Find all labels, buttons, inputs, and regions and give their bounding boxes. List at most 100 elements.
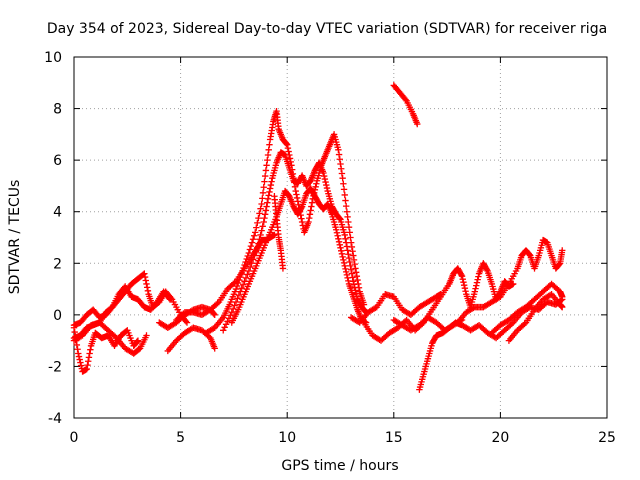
series-sat-l — [347, 291, 444, 326]
data-point — [526, 251, 533, 258]
data-point — [338, 250, 346, 258]
data-point — [337, 160, 344, 168]
data-point — [75, 353, 83, 360]
data-point — [244, 252, 251, 260]
data-point — [462, 288, 469, 295]
data-point — [248, 239, 256, 246]
data-point — [333, 229, 341, 236]
series-sat-r — [505, 291, 566, 344]
data-point — [144, 287, 152, 294]
data-point — [320, 172, 328, 180]
data-point — [414, 120, 421, 128]
data-point — [250, 232, 258, 239]
data-point — [340, 186, 348, 193]
data-point — [475, 273, 482, 280]
data-point — [353, 272, 361, 280]
data-point — [261, 214, 268, 222]
data-point — [263, 162, 270, 169]
data-point — [254, 244, 261, 252]
data-point — [320, 169, 327, 177]
data-point — [239, 267, 246, 275]
series-sat-a — [70, 324, 142, 375]
data-point — [240, 264, 247, 272]
data-point — [108, 305, 115, 312]
data-point — [143, 284, 151, 291]
data-point — [345, 277, 352, 285]
data-point — [341, 191, 348, 199]
data-point — [279, 265, 287, 272]
data-point — [350, 252, 357, 259]
data-point — [342, 268, 350, 276]
data-point — [264, 156, 271, 164]
data-point — [348, 270, 356, 277]
data-point — [266, 188, 273, 196]
data-point — [259, 223, 266, 230]
y-tick-labels: -4 -2 0 2 4 6 8 10 — [44, 50, 62, 427]
data-point — [342, 265, 349, 273]
data-point — [242, 274, 250, 282]
data-point — [242, 258, 249, 266]
data-point — [75, 350, 82, 357]
data-point — [338, 247, 345, 255]
data-point — [134, 338, 141, 345]
data-point — [182, 318, 190, 325]
data-point — [313, 180, 320, 187]
data-point — [241, 261, 248, 269]
data-point — [233, 282, 241, 290]
data-point — [343, 243, 351, 250]
data-point — [306, 211, 314, 218]
data-point — [347, 234, 354, 241]
x-tick-label: 20 — [491, 430, 509, 446]
series-sat-e — [156, 231, 278, 331]
series-sat-f — [173, 306, 218, 324]
data-point — [257, 205, 264, 212]
y-tick-label: -2 — [48, 359, 62, 375]
data-point — [71, 328, 78, 336]
data-point — [346, 229, 353, 236]
data-point — [339, 174, 346, 182]
y-axis-label: SDTVAR / TECUs — [7, 180, 23, 295]
data-point — [221, 324, 228, 331]
data-point — [243, 255, 250, 263]
data-point — [222, 321, 230, 328]
series-sat-s — [390, 314, 466, 334]
data-point — [345, 251, 352, 258]
data-point — [559, 293, 566, 301]
x-tick-label: 5 — [176, 430, 185, 446]
data-point — [229, 305, 237, 313]
data-point — [266, 185, 274, 192]
data-point — [214, 300, 221, 307]
data-point — [87, 346, 94, 353]
data-point — [293, 194, 301, 202]
data-point — [249, 256, 257, 263]
data-point — [258, 200, 265, 208]
data-point — [342, 197, 349, 204]
data-point — [249, 236, 257, 243]
data-point — [298, 204, 305, 212]
data-point — [84, 361, 91, 369]
y-tick-label: 0 — [53, 308, 62, 324]
data-point — [220, 327, 227, 334]
data-point — [347, 266, 355, 273]
data-point — [338, 170, 346, 177]
data-point — [285, 148, 292, 155]
data-point — [351, 284, 358, 291]
x-axis-label: GPS time / hours — [281, 458, 398, 474]
data-point — [556, 260, 563, 268]
data-point — [142, 277, 149, 284]
data-point — [264, 151, 272, 159]
data-point — [323, 184, 331, 192]
x-tick-labels: 0 5 10 15 20 25 — [70, 430, 616, 446]
data-point — [231, 302, 238, 309]
x-tick-label: 25 — [598, 430, 616, 446]
series-sat-i — [220, 149, 370, 334]
data-point — [372, 304, 379, 312]
data-point — [470, 304, 477, 312]
data-point — [232, 285, 240, 293]
data-point — [247, 263, 254, 271]
data-point — [283, 140, 290, 148]
data-point — [335, 235, 342, 242]
data-series — [70, 82, 566, 393]
series-sat-c — [70, 319, 150, 357]
data-point — [458, 271, 465, 279]
